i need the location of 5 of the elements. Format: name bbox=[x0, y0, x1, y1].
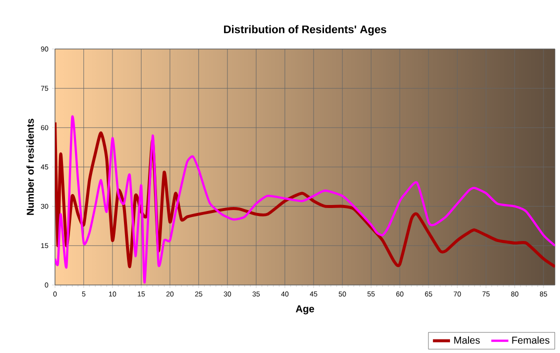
x-axis-title: Age bbox=[296, 305, 314, 314]
y-axis-title: Number of residents bbox=[26, 118, 34, 215]
legend-label: Males bbox=[454, 336, 480, 344]
legend-label: Females bbox=[512, 336, 550, 344]
chart-title: Distribution of Residents' Ages bbox=[224, 25, 386, 36]
